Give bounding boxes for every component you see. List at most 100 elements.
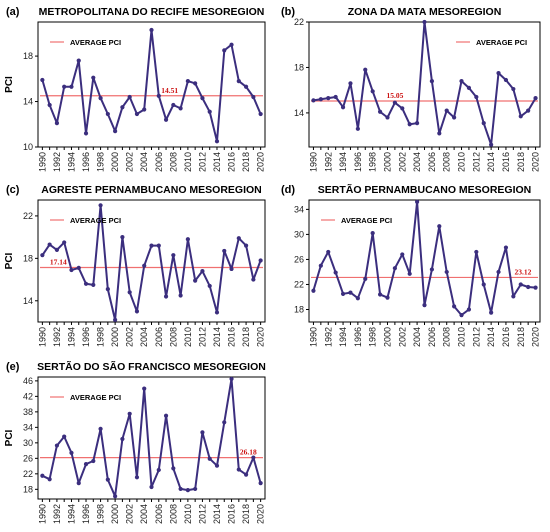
data-point	[207, 109, 212, 114]
data-point	[113, 317, 118, 322]
data-point	[229, 266, 234, 272]
data-point	[105, 477, 110, 482]
data-point	[214, 310, 220, 315]
data-point	[311, 98, 316, 103]
y-tick-label: 14	[23, 296, 33, 306]
x-tick-label: 2008	[168, 504, 178, 524]
x-tick-label: 1994	[66, 504, 76, 524]
y-tick-label: 34	[23, 422, 33, 432]
data-point	[222, 248, 227, 254]
data-point	[76, 265, 81, 270]
data-point	[236, 236, 241, 241]
chart-panel-a: (a) METROPOLITANA DO RECIFE MESOREGION 10 1…	[0, 0, 275, 175]
data-point	[422, 303, 427, 308]
x-tick-label: 2000	[110, 327, 120, 347]
data-point	[142, 263, 147, 268]
x-tick-label: 2000	[110, 152, 120, 172]
x-tick-label: 1996	[353, 152, 363, 172]
data-point	[54, 247, 60, 252]
x-tick-label: 2018	[241, 152, 251, 172]
data-point	[489, 310, 494, 315]
chart-title: AGRESTE PERNAMBUCANO MESOREGION	[41, 184, 262, 196]
data-point	[193, 278, 198, 283]
x-tick-label: 2008	[442, 327, 452, 347]
x-tick-label: 2002	[397, 327, 407, 347]
y-axis-label: PCI	[4, 252, 15, 269]
chart-title: ZONA DA MATA MESOREGION	[348, 6, 502, 18]
x-tick-label: 2016	[227, 152, 237, 172]
x-tick-label: 1990	[308, 152, 318, 172]
data-point	[171, 102, 176, 108]
data-point	[62, 434, 67, 439]
y-tick-label: 18	[294, 62, 304, 72]
data-point	[258, 111, 263, 117]
data-point	[511, 294, 516, 299]
chart-panel-b: (b) ZONA DA MATA MESOREGION 14 18 22 1990 1992…	[275, 0, 550, 175]
data-point	[481, 282, 486, 287]
data-point	[171, 253, 176, 258]
x-tick-label: 2010	[183, 327, 193, 347]
x-tick-label: 1992	[323, 152, 333, 172]
data-point	[466, 85, 472, 91]
data-point	[222, 420, 227, 425]
data-point	[533, 285, 538, 290]
x-tick-label: 2014	[212, 327, 222, 347]
chart-panel-d: (d) SERTÃO PERNAMBUCANO MESOREGION 18 22 26 3…	[275, 178, 550, 350]
x-tick-label: 2004	[139, 152, 149, 172]
x-tick-label: 1998	[96, 327, 106, 347]
x-tick-label: 2014	[212, 504, 222, 524]
x-tick-label: 1996	[81, 327, 91, 347]
data-point	[76, 481, 81, 486]
data-point	[193, 81, 198, 86]
data-point	[363, 67, 368, 72]
data-point	[178, 293, 183, 298]
x-tick-label: 2020	[531, 152, 541, 172]
data-point	[171, 466, 176, 471]
data-point	[407, 271, 412, 276]
x-tick-label: 2000	[110, 504, 120, 524]
data-point	[47, 477, 52, 482]
x-tick-label: 2016	[227, 504, 237, 524]
data-point	[318, 97, 323, 102]
y-tick-label: 34	[294, 204, 304, 214]
y-tick-label: 42	[23, 391, 33, 401]
data-point	[222, 48, 227, 53]
data-point	[62, 84, 67, 89]
data-point	[193, 486, 198, 492]
data-point	[392, 100, 397, 105]
x-tick-label: 2006	[427, 327, 437, 347]
average-value-label: 17.14	[50, 257, 67, 266]
x-tick-label: 2018	[241, 504, 251, 524]
data-point	[437, 224, 442, 229]
x-tick-label: 2000	[382, 152, 392, 172]
data-point	[149, 243, 154, 248]
data-point	[200, 430, 205, 435]
data-point	[185, 237, 190, 242]
data-point	[113, 494, 118, 499]
y-tick-label: 46	[23, 376, 33, 386]
data-point	[481, 121, 486, 126]
x-tick-label: 2004	[412, 327, 422, 347]
data-point	[326, 96, 331, 101]
data-point	[243, 472, 249, 477]
y-tick-label: 22	[23, 211, 33, 221]
x-tick-label: 2012	[197, 152, 207, 172]
data-point	[40, 77, 45, 83]
data-point	[83, 131, 89, 136]
x-tick-label: 2004	[412, 152, 422, 172]
y-axis-label: PCI	[4, 429, 15, 446]
data-point	[370, 89, 375, 94]
data-point	[526, 108, 531, 113]
data-point	[40, 253, 45, 258]
x-tick-label: 1994	[338, 327, 348, 347]
data-point	[149, 27, 154, 33]
x-tick-label: 2012	[197, 504, 207, 524]
x-tick-label: 2006	[427, 152, 437, 172]
data-point	[156, 467, 161, 473]
data-point	[69, 267, 74, 273]
data-point	[474, 249, 479, 255]
x-tick-label: 2018	[241, 327, 251, 347]
panel-letter: (b)	[281, 6, 295, 18]
data-point	[47, 102, 52, 108]
data-point	[251, 455, 256, 460]
